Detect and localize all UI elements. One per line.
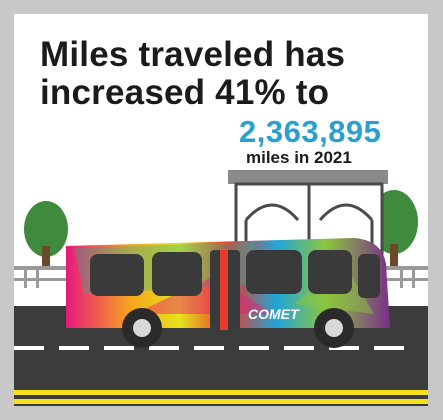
headline-line-1: Miles traveled has — [40, 35, 346, 74]
stat-value: 2,363,895 — [239, 114, 382, 149]
headline: Miles traveled has increased 41% to — [40, 36, 345, 112]
headline-line-2: increased 41% to — [40, 73, 330, 112]
stat-caption: miles in 2021 — [246, 148, 352, 167]
bus-illustration — [66, 238, 390, 348]
street-scene — [14, 170, 428, 406]
bus-brand-label: COMET — [248, 306, 299, 322]
infographic-panel: COMET Miles traveled has increased 41% t… — [14, 14, 428, 406]
